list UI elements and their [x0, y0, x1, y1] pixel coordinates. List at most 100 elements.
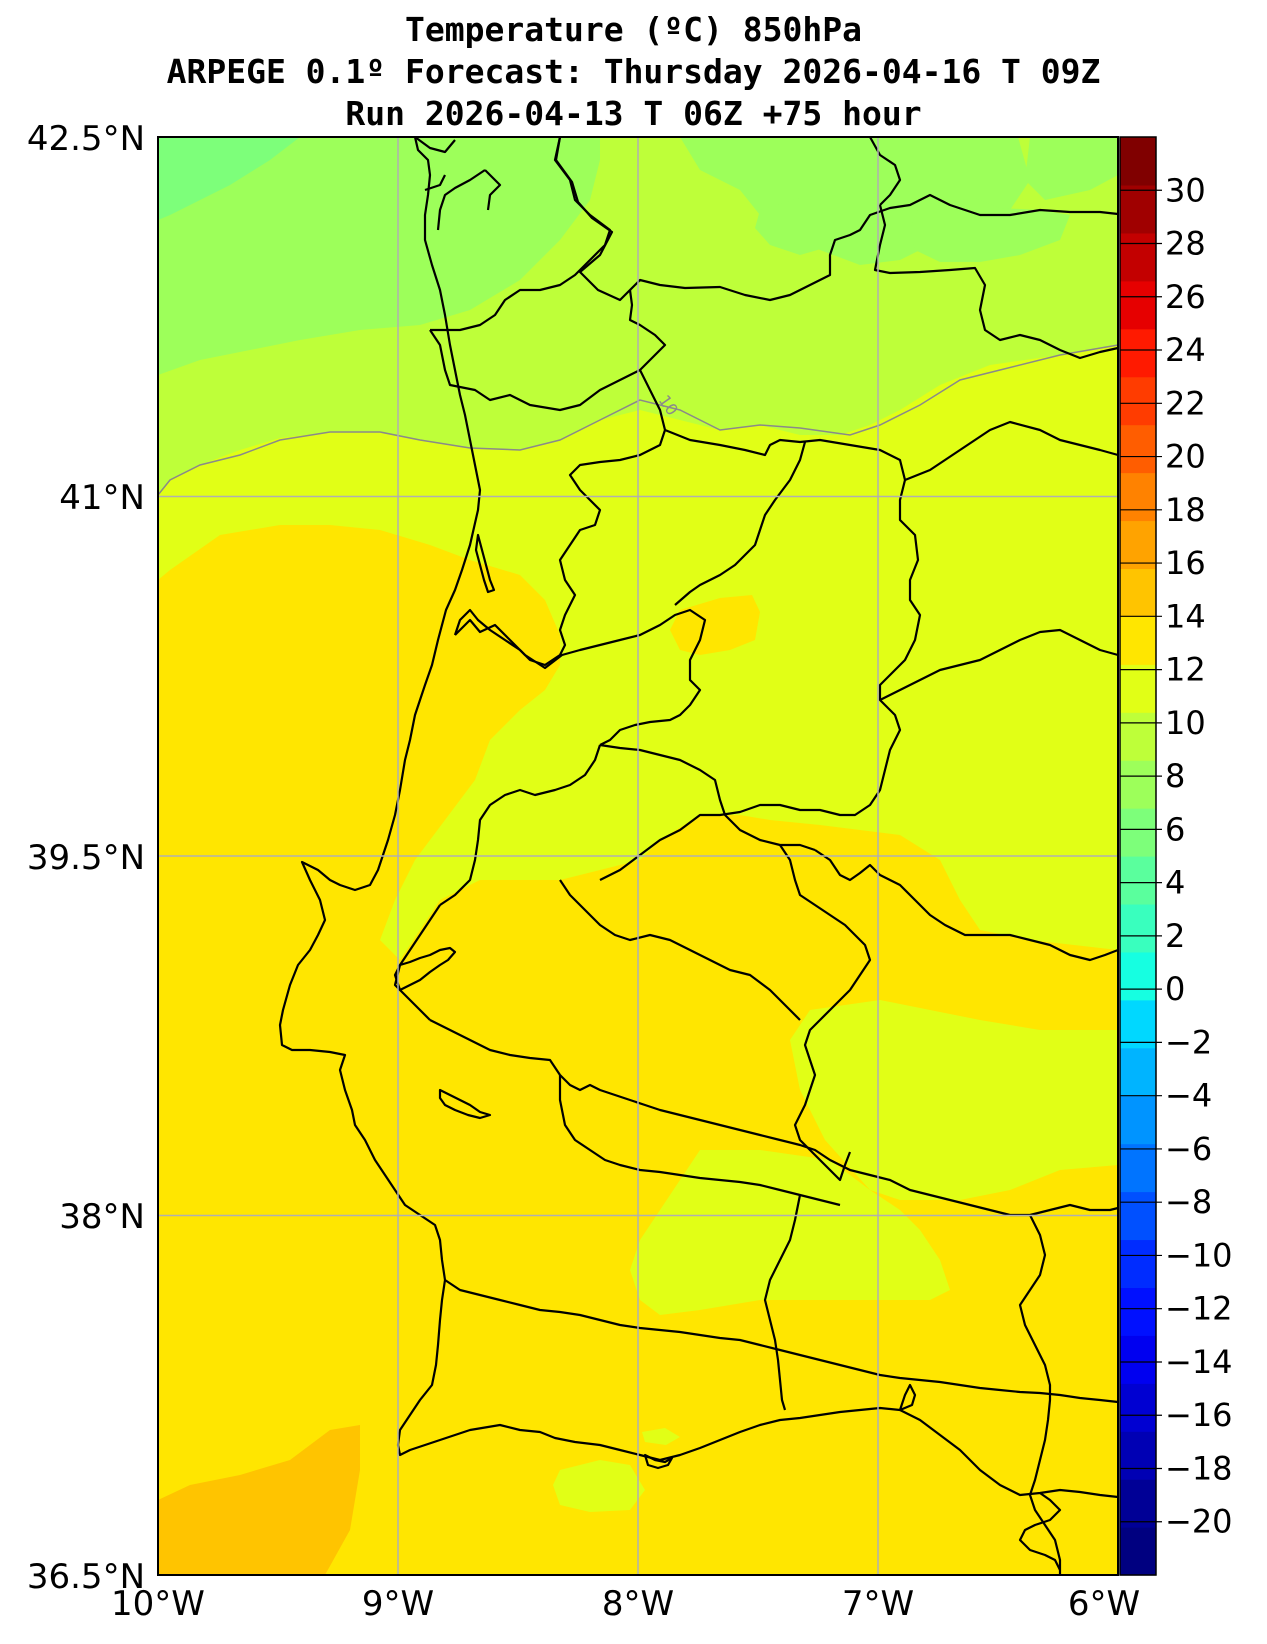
- district-border-17: [763, 1194, 802, 1411]
- field-zone-yellow-green-4: [553, 1460, 645, 1512]
- colorbar-tick-label: 22: [1165, 384, 1206, 422]
- field-zone-yellow-green-2: [790, 1000, 1118, 1200]
- colorbar-tick-label: 0: [1165, 970, 1185, 1008]
- field-zone-yellow-green-3: [630, 1150, 950, 1315]
- colorbar-band-17: [1120, 712, 1156, 761]
- colorbar-band-15: [1120, 808, 1156, 857]
- field-zone-green-4: [910, 198, 1070, 262]
- colorbar-tick-label: −4: [1165, 1077, 1212, 1115]
- lat-axis: 42.5°N 41°N 39.5°N 38°N 36.5°N: [27, 119, 145, 1597]
- colorbar-band-25: [1120, 328, 1156, 378]
- colorbar-tick-label: 2: [1165, 917, 1185, 955]
- colorbar-band-8: [1120, 1143, 1156, 1193]
- lat-label-39-5: 39.5°N: [27, 838, 145, 878]
- colorbar-tick-label: 12: [1165, 651, 1206, 689]
- colorbar-tick-label: 8: [1165, 757, 1185, 795]
- coastline-borders: [278, 136, 1119, 1575]
- district-border-13: [559, 879, 801, 1021]
- field-zone-yellow-island: [670, 595, 760, 655]
- colorbar-tick-label: 6: [1165, 810, 1185, 848]
- colorbar-tick-label: 26: [1165, 278, 1206, 316]
- district-border-2: [453, 369, 667, 667]
- district-border-7: [674, 441, 807, 606]
- colorbar-band-14: [1120, 856, 1156, 905]
- field-zone-light-green: [158, 137, 300, 220]
- colorbar-band-29: [1120, 137, 1156, 186]
- colorbar-band-23: [1120, 424, 1156, 474]
- district-border-10: [814, 849, 1119, 962]
- colorbar-band-22: [1120, 472, 1156, 522]
- colorbar-band-0: [1120, 1527, 1156, 1576]
- lon-label-7w: 7°W: [842, 1584, 914, 1624]
- algarve-inlet: [643, 1453, 674, 1470]
- colorbar-band-26: [1120, 280, 1156, 330]
- estuary-tejo: [393, 946, 457, 992]
- spain-south-coast: [1018, 1492, 1062, 1571]
- district-border-15: [558, 1075, 841, 1207]
- lon-label-8w: 8°W: [602, 1584, 674, 1624]
- estuary-sado: [438, 1088, 492, 1120]
- colorbar-band-13: [1120, 903, 1156, 953]
- portugal-coastline: [278, 136, 1119, 1499]
- guadiana-mouth: [898, 1383, 917, 1412]
- colorbar-band-18: [1120, 664, 1156, 713]
- colorbar-band-3: [1120, 1383, 1156, 1432]
- lon-label-10w: 10°W: [111, 1584, 205, 1624]
- district-border-11: [779, 844, 872, 1182]
- lat-label-42-5: 42.5°N: [27, 119, 145, 159]
- colorbar-band-24: [1120, 376, 1156, 426]
- colorbar-band-20: [1120, 568, 1156, 617]
- district-border-4: [599, 428, 922, 881]
- lat-label-36-5: 36.5°N: [27, 1557, 145, 1597]
- colorbar-band-9: [1120, 1095, 1156, 1145]
- district-border-9: [599, 743, 816, 852]
- contour-line-10: [157, 344, 1119, 496]
- district-border-5: [879, 628, 1119, 701]
- colorbar-band-5: [1120, 1287, 1156, 1336]
- colorbar: 302826242220181614121086420−2−4−6−8−10−1…: [1119, 136, 1233, 1576]
- colorbar-tick-label: 18: [1165, 491, 1206, 529]
- field-zone-yellow-green-5: [642, 1428, 680, 1445]
- colorbar-tick-label: −10: [1165, 1236, 1233, 1274]
- field-zone-orange-yellow: [158, 1425, 360, 1575]
- colorbar-band-12: [1120, 951, 1156, 1001]
- district-border-6: [904, 420, 1119, 482]
- spain-portugal-north-border: [554, 136, 1119, 302]
- colorbar-tick-label: 4: [1165, 864, 1185, 902]
- colorbar-tick-label: −14: [1165, 1343, 1233, 1381]
- colorbar-tick-label: 20: [1165, 438, 1206, 476]
- minho-border: [414, 136, 612, 332]
- colorbar-band-11: [1120, 999, 1156, 1049]
- colorbar-band-10: [1120, 1047, 1156, 1097]
- colorbar-tick-label: 24: [1165, 331, 1206, 369]
- colorbar-tick-label: −2: [1165, 1023, 1212, 1061]
- colorbar-tick-label: 10: [1165, 704, 1206, 742]
- colorbar-band-28: [1120, 184, 1156, 234]
- lon-axis: 10°W 9°W 8°W 7°W 6°W: [111, 1584, 1140, 1624]
- district-border-1: [429, 289, 667, 412]
- colorbar-band-7: [1120, 1191, 1156, 1241]
- gridlines: [158, 137, 1118, 1575]
- district-border-16: [444, 1279, 1119, 1404]
- field-zone-green-5: [755, 198, 845, 255]
- map-title-line-1: Temperature (ºC) 850hPa: [405, 10, 862, 49]
- aveiro-lagoon: [474, 533, 496, 594]
- lat-label-38: 38°N: [59, 1197, 145, 1237]
- district-border-18: [1018, 1214, 1062, 1575]
- district-border-14: [429, 1019, 1119, 1217]
- lat-label-41: 41°N: [59, 478, 145, 518]
- map-title-line-2: ARPEGE 0.1º Forecast: Thursday 2026-04-1…: [166, 52, 1101, 91]
- colorbar-band-27: [1120, 232, 1156, 282]
- colorbar-band-2: [1120, 1431, 1156, 1480]
- lon-label-9w: 9°W: [362, 1584, 434, 1624]
- field-zone-green-3: [1025, 137, 1118, 200]
- colorbar-tick-label: 14: [1165, 597, 1206, 635]
- colorbar-tick-label: −6: [1165, 1130, 1212, 1168]
- colorbar-band-1: [1120, 1479, 1156, 1528]
- colorbar-tick-label: −20: [1165, 1503, 1233, 1541]
- colorbar-band-19: [1120, 616, 1156, 665]
- map-frame: [157, 136, 1119, 1576]
- colorbar-tick-label: 16: [1165, 544, 1206, 582]
- district-border-8: [439, 744, 602, 906]
